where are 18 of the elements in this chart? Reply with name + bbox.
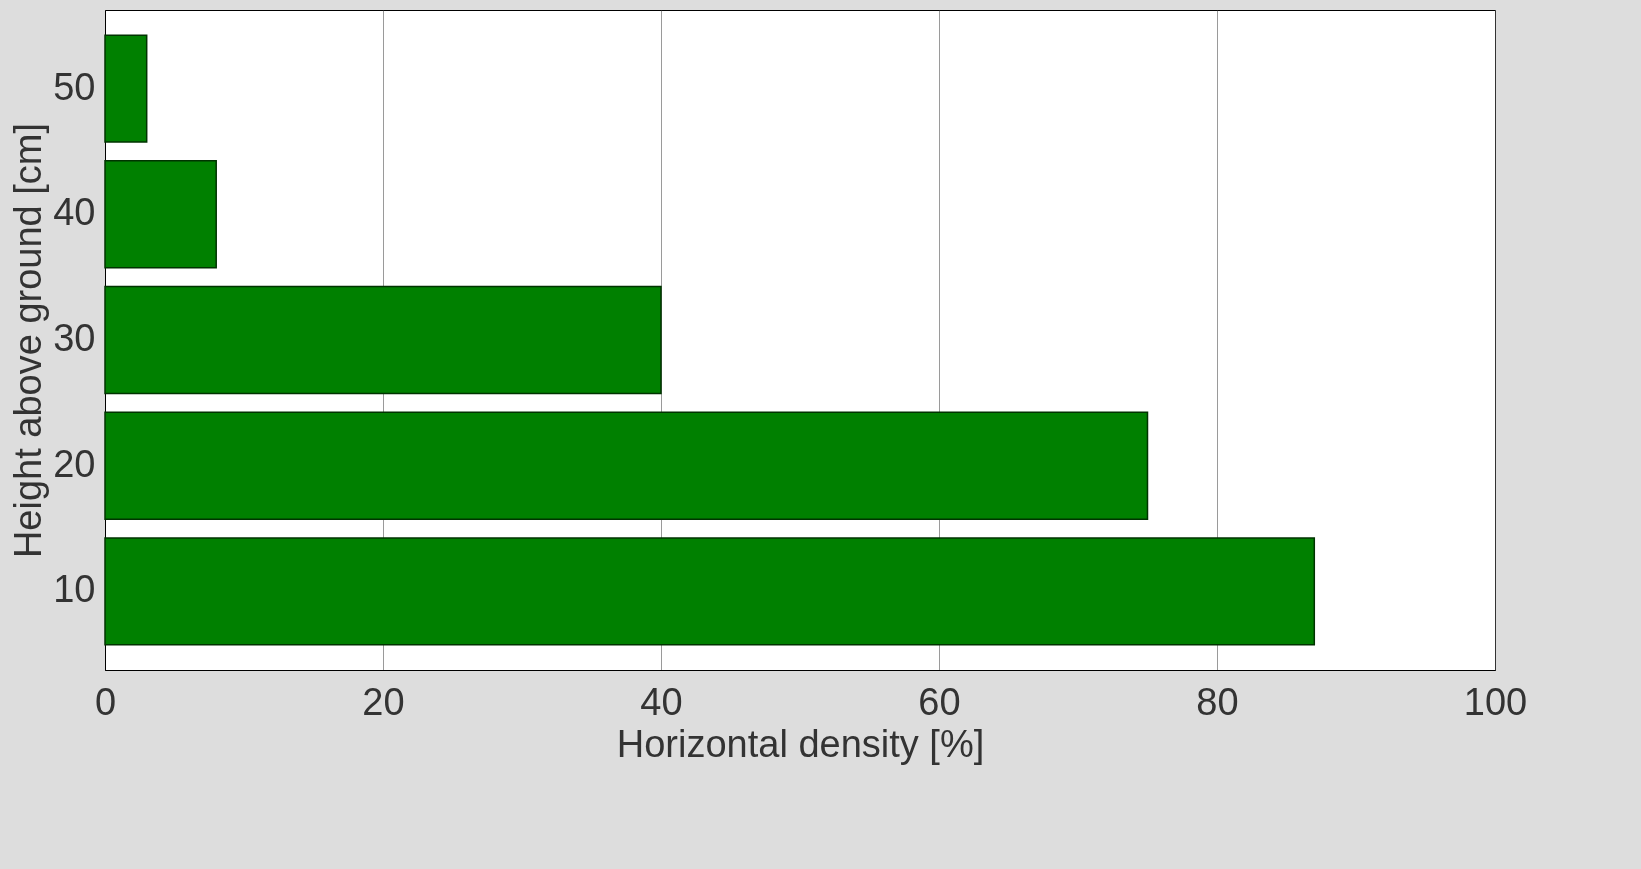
x-tick-label: 20	[362, 680, 405, 723]
y-tick-label: 40	[53, 191, 96, 234]
y-tick-label: 10	[53, 568, 96, 611]
bar	[104, 411, 1149, 520]
x-tick-label: 40	[640, 680, 683, 723]
bar	[104, 285, 662, 395]
bar	[104, 34, 148, 143]
y-tick-label: 50	[53, 65, 96, 108]
bar	[104, 160, 217, 269]
y-tick-label: 30	[53, 317, 96, 359]
bar	[104, 537, 1316, 646]
y-axis-title: Height above ground [cm]	[7, 122, 50, 559]
x-tick-label: 60	[918, 680, 961, 723]
x-tick-label: 100	[1463, 680, 1528, 723]
y-tick-label: 20	[53, 442, 96, 485]
x-tick-label: 80	[1196, 680, 1239, 723]
x-tick-label: 0	[94, 680, 117, 723]
x-axis-title: Horizontal density [%]	[616, 722, 985, 765]
